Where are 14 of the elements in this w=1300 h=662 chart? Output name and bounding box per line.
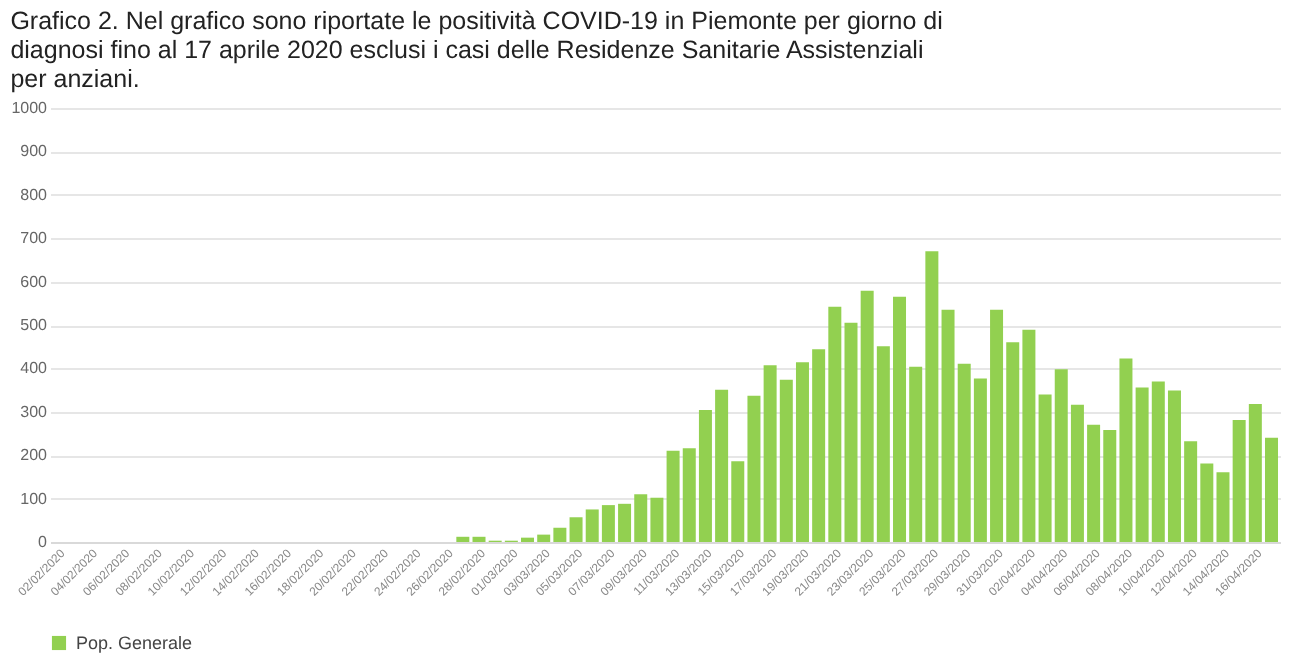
- legend-label: Pop. Generale: [76, 633, 193, 653]
- y-tick-label: 800: [20, 185, 49, 204]
- y-tick-label: 700: [20, 229, 49, 248]
- y-tick-label: 600: [20, 272, 49, 291]
- y-tick-label: 900: [20, 142, 49, 161]
- y-tick-label: 1000: [11, 99, 49, 117]
- y-tick-label: 100: [20, 489, 49, 508]
- y-tick-label: 300: [20, 402, 49, 421]
- bar: [456, 536, 470, 542]
- y-tick-label: 400: [20, 359, 49, 378]
- y-tick-label: 500: [20, 316, 49, 334]
- y-tick-label: 0: [38, 533, 49, 551]
- chart-title: Grafico 2. Nel grafico sono riportate le positività COVID-19 in Piemonte per giorno di diagnosi fino al 17 aprile 2020 esclusi i casi delle Residenze Sanitarie Assistenziali per anziani.: [10, 7, 943, 93]
- y-tick-label: 200: [20, 446, 49, 465]
